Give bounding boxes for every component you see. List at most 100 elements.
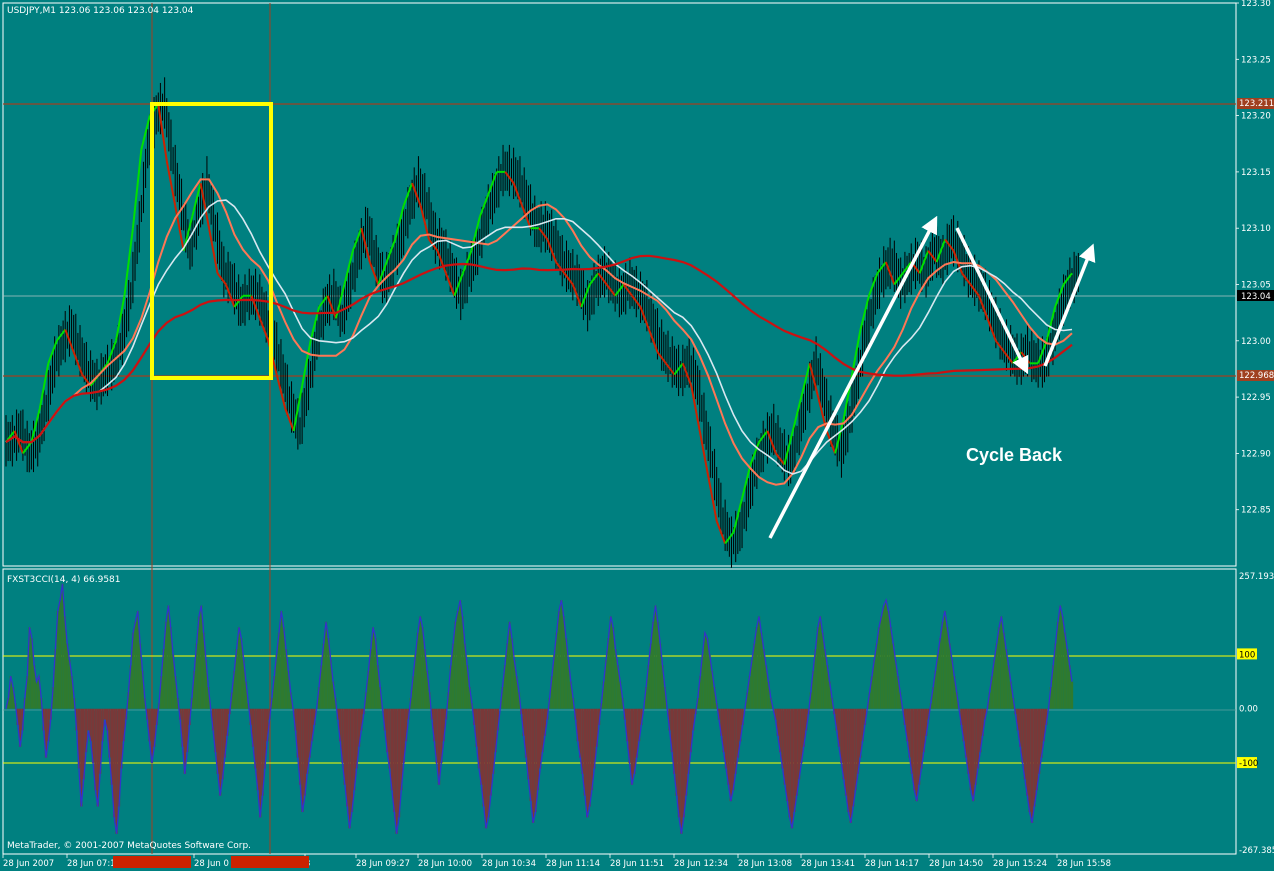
- cci-axis: 257.193 100 0.00 -100 -267.385: [1237, 572, 1274, 856]
- fast-wave-segment: [918, 250, 930, 274]
- fast-wave-segment: [758, 430, 769, 443]
- fast-wave-segment: [292, 385, 304, 432]
- time-tick-label: 28 Jun 14:50: [929, 859, 983, 869]
- fast-wave-segment: [225, 284, 236, 308]
- fast-wave-segment: [1062, 272, 1073, 286]
- price-tick-label: 123.30: [1241, 0, 1271, 9]
- fast-wave-segment: [935, 239, 947, 263]
- cci-histogram: [5, 583, 1074, 834]
- fast-wave-segment: [690, 385, 701, 432]
- fast-wave-segment: [360, 227, 371, 263]
- fast-wave-segment: [411, 182, 422, 207]
- fast-wave-segment: [461, 250, 473, 274]
- fast-wave-segment: [1045, 306, 1057, 342]
- level-low-tag-text: 122.968: [1239, 371, 1274, 381]
- fast-wave-segment: [622, 283, 633, 297]
- fast-wave-segment: [157, 104, 168, 161]
- fast-wave-segment: [521, 205, 532, 229]
- fast-wave-segment: [436, 250, 447, 274]
- fast-wave-segment: [512, 182, 524, 207]
- time-tick-label: 28 Jun 2007: [3, 859, 54, 869]
- price-tick-label: 123.15: [1241, 168, 1271, 178]
- fast-wave-segment: [665, 362, 676, 376]
- time-tick-label: 28 Jun 11:14: [546, 859, 600, 869]
- time-highlight-2: [231, 856, 309, 868]
- time-tick-label: 28 Jun 15:58: [1057, 859, 1111, 869]
- fast-wave-segment: [275, 374, 287, 409]
- cci-tick-label: 100: [1239, 650, 1255, 660]
- fast-wave-segment: [927, 250, 938, 263]
- time-tick-label: 28 Jun 11:51: [610, 859, 664, 869]
- fast-wave-segment: [825, 430, 837, 454]
- fast-wave-segment: [741, 464, 752, 499]
- fast-wave-segment: [140, 115, 151, 150]
- fast-wave-segment: [487, 171, 498, 195]
- cci-tick-label: 257.193: [1239, 572, 1274, 582]
- cci-tick-label: -267.385: [1239, 846, 1274, 856]
- cci-tick-label: 0.00: [1239, 705, 1258, 715]
- time-tick-label: 28 Jun 10:00: [418, 859, 472, 869]
- time-tick-label: 28 Jun 12:34: [674, 859, 728, 869]
- fast-wave-segment: [318, 295, 329, 308]
- fast-wave-segment: [884, 261, 896, 285]
- fast-wave-segment: [800, 363, 811, 398]
- fast-wave-segment: [605, 283, 616, 297]
- moving-averages: [5, 103, 1073, 545]
- fast-wave-segment: [707, 475, 718, 522]
- fast-wave-segment: [631, 295, 642, 308]
- copyright-label: MetaTrader, © 2001-2007 MetaQuotes Softw…: [7, 841, 251, 851]
- level-high-tag: [1237, 98, 1274, 109]
- cci-label: FXST3CCI(14, 4) 66.9581: [7, 575, 121, 585]
- fast-wave-segment: [571, 284, 583, 308]
- level-high-tag-text: 123.211: [1239, 99, 1274, 109]
- fast-wave-segment: [216, 272, 227, 286]
- price-tick-label: 122.95: [1241, 393, 1271, 403]
- time-tick-label: 28 Jun 13:08: [738, 859, 792, 869]
- fast-wave-segment: [978, 295, 989, 319]
- fast-wave-segment: [504, 171, 515, 184]
- fast-wave-segment: [851, 329, 862, 375]
- fast-wave-segment: [326, 295, 337, 319]
- cci-tick-label: -100: [1239, 759, 1258, 769]
- fast-wave-segment: [38, 363, 50, 409]
- fast-wave-segment: [656, 351, 667, 364]
- fast-wave-segment: [732, 498, 744, 533]
- fast-wave-segment: [47, 340, 58, 364]
- fast-wave-segment: [766, 430, 777, 454]
- price-tick-label: 123.25: [1241, 55, 1271, 65]
- fast-wave-segment: [580, 284, 591, 308]
- fast-wave-segment: [817, 396, 828, 432]
- price-tick-label: 123.20: [1241, 112, 1271, 122]
- fast-wave-segment: [13, 430, 24, 454]
- fast-wave-segment: [597, 272, 608, 286]
- white-ma-line: [5, 199, 1073, 475]
- time-highlight-1: [113, 856, 191, 868]
- fast-wave-segment: [724, 531, 735, 545]
- fast-wave-segment: [106, 340, 117, 364]
- arrow-down: [955, 227, 1029, 375]
- fast-wave-segment: [385, 239, 397, 263]
- fast-wave-segment: [648, 329, 659, 353]
- time-tick-label: 28 Jun 13:41: [801, 859, 855, 869]
- cci-line: [5, 583, 1073, 834]
- fast-wave-segment: [445, 272, 456, 297]
- fast-wave-segment: [893, 272, 904, 286]
- time-tick-label: 28 Jun 07:1: [67, 859, 116, 869]
- fast-wave-segment: [115, 295, 126, 341]
- fast-wave-segment: [258, 317, 270, 342]
- fast-wave-segment: [377, 261, 388, 285]
- fast-wave-segment: [394, 205, 405, 240]
- fast-wave-segment: [775, 452, 786, 466]
- time-tick-label: 28 Jun 0: [194, 859, 229, 869]
- price-axis: 123.30123.25123.20123.15123.10123.05123.…: [1236, 0, 1271, 516]
- price-tick-label: 122.85: [1241, 506, 1271, 516]
- fast-wave-segment: [715, 520, 727, 544]
- fast-wave-segment: [478, 194, 490, 218]
- fast-wave-segment: [123, 228, 134, 296]
- fast-wave-segment: [1054, 284, 1065, 308]
- fast-wave-segment: [1003, 351, 1014, 364]
- fast-wave-segment: [588, 272, 600, 286]
- fast-wave-segment: [343, 250, 354, 285]
